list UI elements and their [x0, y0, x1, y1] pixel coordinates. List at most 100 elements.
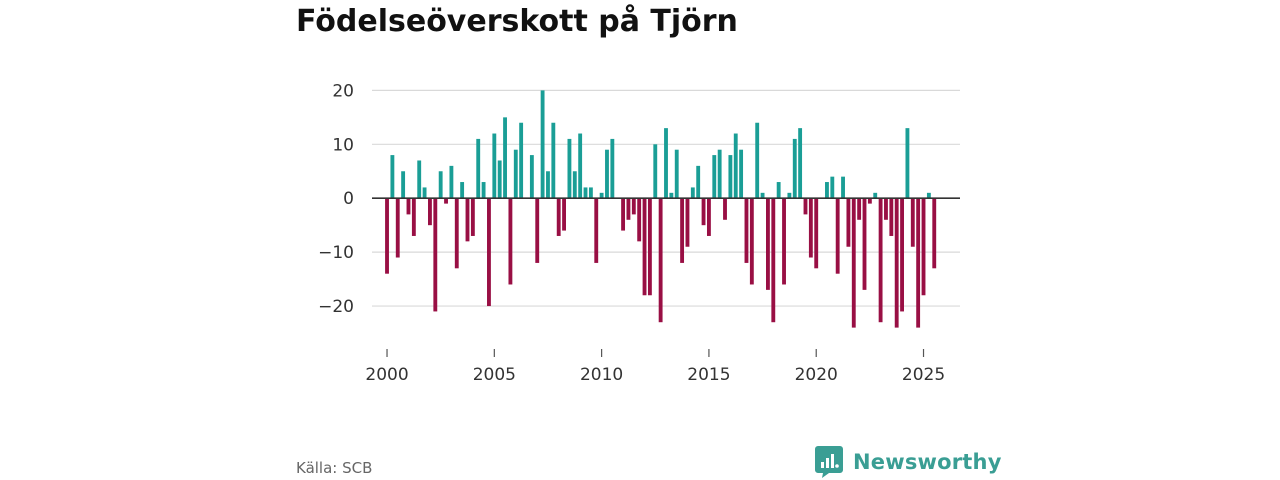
bar-negative [749, 198, 754, 285]
bar-positive [390, 155, 395, 199]
bar-positive [476, 138, 481, 199]
bar-positive [497, 160, 502, 199]
bar-negative [808, 198, 813, 258]
bar-negative [921, 198, 926, 296]
bar-positive [905, 128, 910, 199]
y-tick-label: −20 [318, 297, 354, 317]
x-tick-label: 2010 [580, 365, 623, 385]
bar-positive [798, 128, 803, 199]
bar-positive [841, 176, 845, 199]
newsworthy-logo-icon [815, 446, 843, 478]
bar-negative [508, 198, 513, 285]
bar-positive [755, 122, 760, 199]
bar-negative [465, 198, 470, 242]
bar-positive [529, 155, 534, 199]
bar-negative [744, 198, 749, 263]
bar-positive [605, 149, 609, 199]
bar-positive [728, 155, 733, 199]
bar-positive [717, 149, 722, 199]
bar-positive [460, 182, 465, 199]
bar-negative [862, 198, 867, 290]
bar-negative [562, 198, 566, 231]
bar-negative [621, 198, 626, 231]
y-tick-label: 20 [332, 81, 354, 101]
bar-negative [444, 198, 448, 204]
bar-positive [696, 165, 701, 199]
bar-positive [674, 149, 679, 199]
x-tick-label: 2005 [473, 365, 516, 385]
bar-negative [701, 198, 706, 226]
bar-negative [411, 198, 416, 236]
chart-title: Födelseöverskott på Tjörn [296, 4, 738, 39]
bar-negative [637, 198, 642, 242]
bar-negative [433, 198, 438, 312]
brand-logo[interactable]: Newsworthy [815, 446, 1002, 478]
bar-positive [401, 171, 406, 199]
bar-positive [664, 128, 668, 199]
bar-positive [513, 149, 518, 199]
bar-positive [873, 192, 878, 199]
bar-positive [776, 182, 781, 199]
bar-positive [481, 182, 486, 199]
bar-negative [706, 198, 711, 236]
bar-negative [685, 198, 690, 247]
bar-negative [846, 198, 851, 247]
source-note: Källa: SCB [296, 459, 373, 477]
bar-negative [535, 198, 540, 263]
y-tick-label: 10 [332, 135, 354, 155]
bar-negative [631, 198, 636, 215]
bar-positive [422, 187, 427, 199]
x-tick-label: 2015 [687, 365, 730, 385]
bar-positive [669, 192, 674, 199]
bar-negative [851, 198, 856, 328]
bar-positive [830, 176, 835, 199]
bar-positive [739, 149, 744, 199]
bar-negative [454, 198, 459, 269]
bar-positive [519, 122, 524, 199]
bar-negative [385, 198, 389, 274]
bar-positive [760, 192, 765, 199]
bar-positive [926, 192, 931, 199]
bar-positive [583, 187, 588, 199]
bar-positive [503, 117, 507, 199]
bars [385, 90, 937, 328]
bar-negative [487, 198, 491, 307]
bar-positive [578, 133, 583, 199]
bar-positive [610, 138, 615, 199]
bar-positive [492, 133, 497, 199]
bar-negative [878, 198, 883, 323]
bar-positive [588, 187, 593, 199]
bar-negative [910, 198, 915, 247]
bar-negative [658, 198, 663, 323]
bar-negative [406, 198, 411, 215]
bar-positive [653, 144, 658, 199]
bar-negative [932, 198, 937, 269]
bar-negative [916, 198, 921, 328]
bar-negative [835, 198, 840, 274]
bar-positive [546, 171, 550, 199]
bar-negative [647, 198, 652, 296]
bar-positive [572, 171, 577, 199]
bar-negative [395, 198, 400, 258]
bar-positive [449, 165, 454, 199]
bar-negative [889, 198, 894, 236]
bar-positive [825, 182, 829, 199]
bar-negative [470, 198, 475, 236]
brand-name: Newsworthy [853, 450, 1002, 474]
bar-positive [417, 160, 422, 199]
bar-positive [690, 187, 695, 199]
bar-positive [733, 133, 738, 199]
bar-negative [771, 198, 776, 323]
bar-negative [766, 198, 770, 290]
bar-negative [556, 198, 561, 236]
x-tick-label: 2000 [365, 365, 408, 385]
bar-positive [792, 138, 797, 199]
bar-negative [867, 198, 872, 204]
bar-negative [782, 198, 786, 285]
bar-negative [900, 198, 904, 312]
bar-positive [567, 138, 572, 199]
y-tick-label: 0 [343, 189, 354, 209]
y-tick-label: −10 [318, 243, 354, 263]
